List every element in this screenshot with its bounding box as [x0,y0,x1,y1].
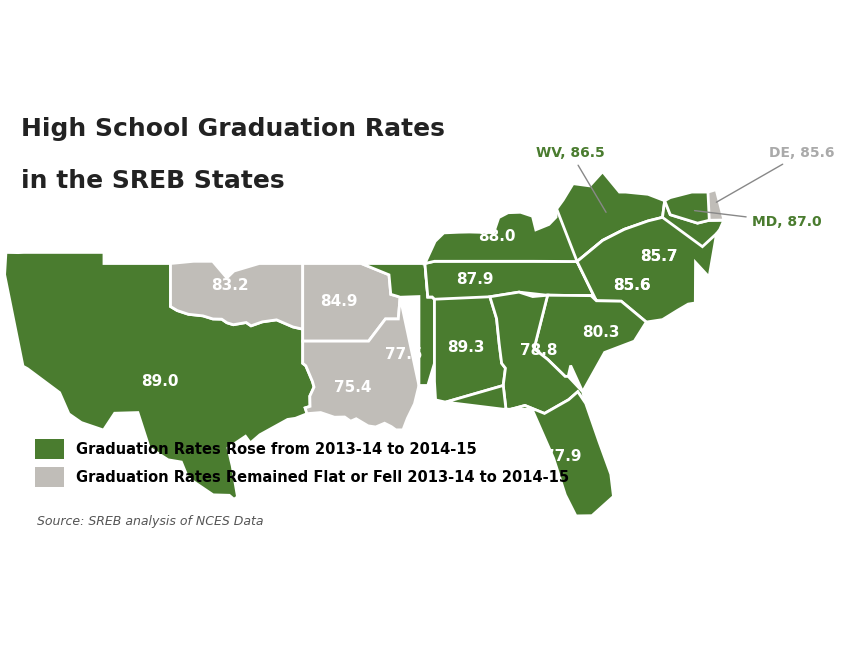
Text: 84.9: 84.9 [320,294,358,309]
Polygon shape [534,295,646,392]
Polygon shape [665,192,724,223]
Legend: Graduation Rates Rose from 2013-14 to 2014-15, Graduation Rates Remained Flat or: Graduation Rates Rose from 2013-14 to 20… [28,432,576,495]
Polygon shape [519,217,717,322]
Text: 85.6: 85.6 [613,278,651,293]
Polygon shape [708,190,724,220]
Polygon shape [303,263,400,341]
Polygon shape [445,386,614,516]
Text: 89.0: 89.0 [141,374,178,389]
Text: 80.3: 80.3 [582,324,620,340]
Polygon shape [557,172,665,262]
Text: WV, 86.5: WV, 86.5 [536,146,606,212]
Polygon shape [425,262,597,300]
Polygon shape [577,201,724,322]
Text: High School Graduation Rates: High School Graduation Rates [20,117,445,141]
Polygon shape [303,297,419,430]
Polygon shape [171,262,303,329]
Text: 87.9: 87.9 [456,271,493,286]
Text: 83.2: 83.2 [212,278,249,293]
Text: 88.0: 88.0 [478,229,515,245]
Text: 85.6: 85.6 [613,278,651,293]
Text: 77.9: 77.9 [544,449,582,464]
Text: DE, 85.6: DE, 85.6 [717,146,835,202]
Polygon shape [4,252,314,499]
Text: 89.3: 89.3 [447,340,484,355]
Polygon shape [490,292,586,413]
Text: Source: SREB analysis of NCES Data: Source: SREB analysis of NCES Data [37,515,264,528]
Text: 85.7: 85.7 [640,249,677,264]
Polygon shape [425,172,665,263]
Polygon shape [425,263,506,402]
Text: 75.4: 75.4 [334,380,371,395]
Text: in the SREB States: in the SREB States [20,169,284,193]
Text: MD, 87.0: MD, 87.0 [694,211,821,229]
Polygon shape [361,263,434,386]
Text: 85.7: 85.7 [640,249,677,264]
Text: 78.8: 78.8 [520,343,558,358]
Text: 77.5: 77.5 [385,347,422,362]
